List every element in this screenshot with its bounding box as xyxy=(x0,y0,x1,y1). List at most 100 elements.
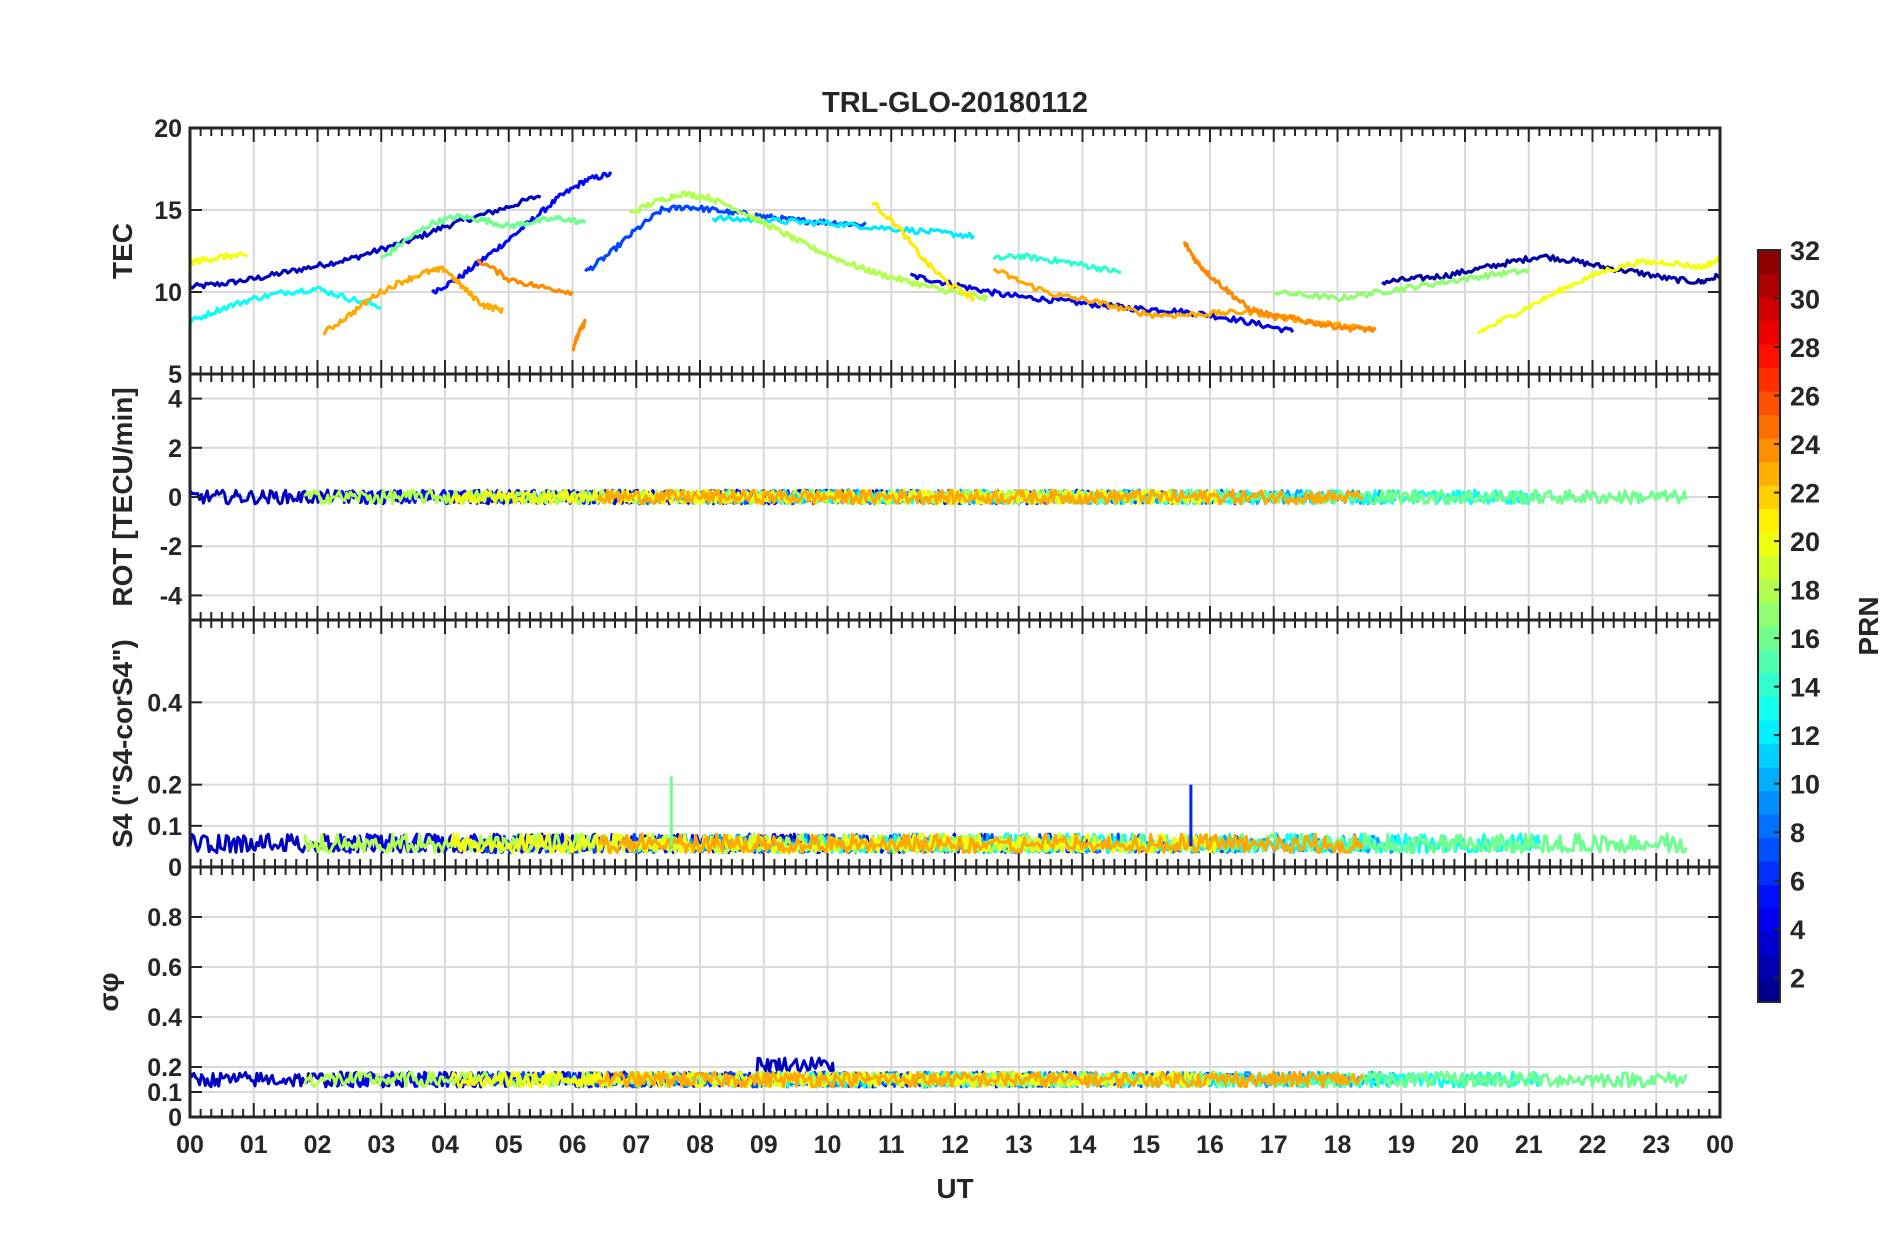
series-line xyxy=(1381,253,1720,286)
series-line xyxy=(190,194,542,290)
series-line xyxy=(571,318,587,352)
colorbar-tick-label: 32 xyxy=(1790,236,1820,266)
x-ticks-rot xyxy=(189,374,1721,620)
colorbar-band xyxy=(1758,837,1780,862)
x-tick-label: 01 xyxy=(240,1131,268,1159)
series-line xyxy=(1477,256,1720,335)
series-line xyxy=(449,832,1218,855)
colorbar-tick-label: 12 xyxy=(1790,721,1820,751)
colorbar-band xyxy=(1758,391,1780,416)
series-line xyxy=(449,488,1218,506)
colorbar-band xyxy=(1758,414,1780,439)
x-tick-label: 09 xyxy=(750,1131,778,1159)
colorbar-tick-label: 6 xyxy=(1790,867,1805,897)
colorbar-band xyxy=(1758,790,1780,815)
x-tick-label: 13 xyxy=(1005,1131,1033,1159)
x-tick-label: 04 xyxy=(431,1131,459,1159)
colorbar-band xyxy=(1758,250,1780,275)
colorbar-band xyxy=(1758,508,1780,533)
series-line xyxy=(596,488,1365,506)
y-tick-label: 0 xyxy=(168,484,182,512)
series-line xyxy=(431,171,613,295)
data-rot xyxy=(190,488,1688,506)
series-line xyxy=(322,265,504,336)
colorbar-band xyxy=(1758,767,1780,792)
series-line xyxy=(475,258,574,297)
colorbar-band xyxy=(1758,579,1780,604)
y-tick-label: 0 xyxy=(168,1104,182,1132)
x-tick-labels: 00 01 02 03 04 05 06 07 08 09 10 11 12 13 14 15 16 17 18 19… xyxy=(176,1131,1734,1159)
series-line xyxy=(871,201,976,302)
x-tick-label: 21 xyxy=(1515,1131,1543,1159)
x-tick-label: 05 xyxy=(495,1131,523,1159)
x-tick-label: 06 xyxy=(559,1131,587,1159)
x-tick-label: 03 xyxy=(367,1131,395,1159)
colorbar-tick-label: 30 xyxy=(1790,285,1820,315)
panel-s4: 0 0.1 0.2 0.4 S4 ("S4-corS4") xyxy=(107,618,1722,882)
x-tick-label: 10 xyxy=(814,1131,842,1159)
x-tick-label: 18 xyxy=(1324,1131,1352,1159)
x-tick-label: 23 xyxy=(1642,1131,1670,1159)
series-line xyxy=(596,1070,1364,1089)
panel-sigma_phi: 00.10.2 0.4 0.6 0.8 σφ 00 01 02 03 04 05 06 07 08 09 10… xyxy=(93,865,1734,1159)
colorbar-tick-label: 26 xyxy=(1790,382,1820,412)
x-tick-label: 16 xyxy=(1196,1131,1224,1159)
series-line xyxy=(628,190,989,302)
series-line xyxy=(190,251,249,267)
series-line xyxy=(992,252,1122,275)
chart-title: TRL-GLO-20180112 xyxy=(822,87,1088,119)
x-tick-label: 20 xyxy=(1451,1131,1479,1159)
colorbar-band xyxy=(1758,814,1780,839)
y-tick-label: 0.1 xyxy=(147,813,182,841)
colorbar-tick-label: 22 xyxy=(1790,479,1820,509)
colorbar-tick-label: 20 xyxy=(1790,527,1820,557)
colorbar-tick-label: 28 xyxy=(1790,333,1820,363)
grid-s4 xyxy=(190,620,1720,867)
series-line xyxy=(584,204,867,273)
y-ticks-tec: 5 10 15 20 xyxy=(154,115,1720,389)
colorbar-band xyxy=(1758,532,1780,557)
series-line xyxy=(1182,241,1377,333)
y-tick-label: 5 xyxy=(168,361,182,389)
colorbar-band xyxy=(1758,626,1780,651)
x-tick-label: 11 xyxy=(878,1131,905,1159)
data-sigma_phi xyxy=(190,1056,1688,1089)
colorbar-band xyxy=(1758,602,1780,627)
series-line xyxy=(380,212,587,260)
colorbar-band xyxy=(1758,649,1780,674)
x-ticks-sigma_phi xyxy=(189,867,1721,1117)
colorbar-tick-label: 4 xyxy=(1790,915,1805,945)
x-tick-label: 17 xyxy=(1260,1131,1288,1159)
colorbar-tick-label: 18 xyxy=(1790,576,1820,606)
colorbar-band xyxy=(1758,908,1780,933)
colorbar-band xyxy=(1758,931,1780,956)
colorbar-band xyxy=(1758,320,1780,345)
y-axis-label-s4: S4 ("S4-corS4") xyxy=(107,639,138,848)
y-tick-label: 15 xyxy=(154,197,182,225)
colorbar-band xyxy=(1758,438,1780,463)
colorbar-tick-label: 2 xyxy=(1790,964,1805,994)
y-tick-label: 0.4 xyxy=(147,689,182,717)
y-tick-label: 0 xyxy=(168,854,182,882)
y-ticks-sigma_phi: 00.10.2 0.4 0.6 0.8 xyxy=(147,904,1720,1132)
y-tick-label: 0.4 xyxy=(147,1004,182,1032)
y-tick-label: 0.1 xyxy=(147,1079,182,1107)
colorbar-band xyxy=(1758,485,1780,510)
colorbar-band xyxy=(1758,743,1780,768)
colorbar-band xyxy=(1758,696,1780,721)
x-tick-label: 00 xyxy=(1706,1131,1734,1159)
y-tick-label: 0.6 xyxy=(147,954,182,982)
y-axis-label-sigma_phi: σφ xyxy=(93,972,124,1011)
colorbar-tick-label: 16 xyxy=(1790,624,1820,654)
y-tick-label: 2 xyxy=(168,435,182,463)
colorbar-tick-label: 14 xyxy=(1790,673,1820,703)
colorbar-frame xyxy=(1757,249,1781,1003)
series-line xyxy=(598,832,1365,854)
panel-rot: -4 -2 0 2 4 ROT [TECU/min] xyxy=(107,372,1722,622)
series-line xyxy=(1272,267,1531,303)
colorbar-band xyxy=(1758,367,1780,392)
x-tick-label: 14 xyxy=(1069,1131,1097,1159)
y-ticks-rot: -4 -2 0 2 4 xyxy=(160,386,1720,610)
